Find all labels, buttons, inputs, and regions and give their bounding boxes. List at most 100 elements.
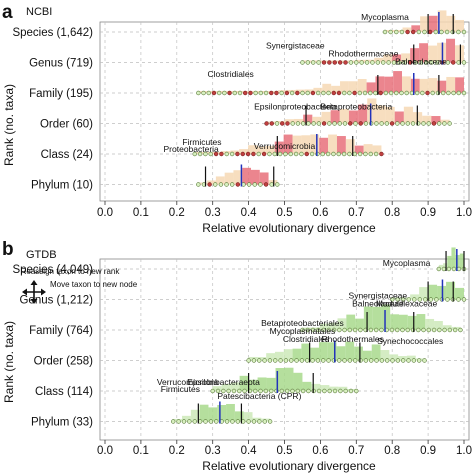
panel-a-taxon-point xyxy=(363,121,369,126)
panel-a-histogram-bar xyxy=(376,105,386,124)
panel-a-taxon-point xyxy=(347,151,352,157)
panel-a-taxon-point xyxy=(295,121,301,126)
panel-b-taxon-point xyxy=(358,358,363,363)
panel-b-taxon-point xyxy=(395,327,400,333)
panel-b-histogram-bar xyxy=(208,407,218,422)
panel-a-histogram-bar xyxy=(233,170,243,185)
panel-a-taxon-point xyxy=(267,151,272,157)
panel-b-taxon-point xyxy=(273,358,278,363)
panel-b-taxon-point xyxy=(257,358,262,363)
panel-a-histogram-bar xyxy=(301,135,311,154)
panel-a-taxon-point xyxy=(421,121,426,126)
panel-b-histogram-bar xyxy=(182,415,191,422)
panel-a-taxon-point xyxy=(274,121,280,126)
panel-b-taxon-point xyxy=(343,388,348,394)
panel-b-histogram-bar xyxy=(252,417,262,422)
panel-b-taxon-point xyxy=(210,388,215,394)
legend-move-label: Move taxon to new node xyxy=(50,280,138,289)
panel-a-taxon-point xyxy=(422,29,427,35)
panel-a-histogram-bar xyxy=(215,176,225,185)
panel-b-rank-label: Species (4,049) xyxy=(12,264,93,276)
panel-a-rank-label: Family (195) xyxy=(29,88,93,100)
panel-b-histogram-bar xyxy=(221,383,231,391)
panel-b-taxon-point xyxy=(242,388,247,394)
panel-a-taxon-point xyxy=(434,60,440,65)
panel-b-taxon-point xyxy=(445,297,450,302)
panel-b-rank-label: Phylum (33) xyxy=(31,417,93,429)
panel-b-taxon-point xyxy=(316,388,322,394)
panel-b-plot: 0.0 0.1 0.2 0.3 0.4 0.5 0.6 0.7 0.8 0.9 1.0 Species… xyxy=(12,247,472,457)
panel-b-taxon-point xyxy=(446,266,452,272)
panel-a-annotation: Balneolaceae xyxy=(395,57,447,67)
panel-b-histogram-bar xyxy=(318,342,328,361)
panel-a-x-tick-label: 0.3 xyxy=(205,207,221,219)
panel-b-taxon-point xyxy=(221,388,226,394)
panel-b-taxon-point xyxy=(423,297,428,302)
panel-a-taxon-point xyxy=(197,151,203,157)
panel-b-taxon-point xyxy=(258,388,263,394)
panel-a-taxon-point xyxy=(248,90,253,96)
panel-b-histogram-bar xyxy=(239,375,249,391)
panel-a-x-tick-label: 0.4 xyxy=(241,207,258,219)
panel-a-taxon-point xyxy=(446,90,451,96)
panel-a-taxon-point xyxy=(332,60,337,65)
panel-b-taxon-point xyxy=(299,358,305,363)
panel-a-taxon-point xyxy=(285,121,290,126)
panel-b-histogram-bar xyxy=(419,287,429,300)
panel-b-histogram-bar xyxy=(398,356,407,361)
panel-a-taxon-point xyxy=(388,90,394,96)
panel-a-taxon-point xyxy=(426,121,431,126)
panel-b-histogram-bar xyxy=(284,367,294,391)
panel-b-taxon-point xyxy=(305,327,310,333)
panel-a-taxon-point xyxy=(206,90,211,96)
panel-b-annotation: Synechococcales xyxy=(377,336,443,346)
panel-a-taxon-point xyxy=(290,121,295,126)
panel-a-histogram-bar xyxy=(310,134,320,154)
panel-b-taxon-point xyxy=(368,327,374,333)
panel-a-histogram-bar xyxy=(319,137,329,154)
panel-b-taxon-point xyxy=(447,327,453,333)
panel-a-taxon-point xyxy=(342,121,348,126)
panel-b-taxon-point xyxy=(401,297,406,302)
panel-a-taxon-point xyxy=(316,121,322,126)
panel-b-taxon-point xyxy=(305,358,310,363)
panel-b-histogram-bar xyxy=(283,349,293,361)
panel-a-histogram-bar xyxy=(265,145,275,154)
panel-a-taxon-point xyxy=(331,151,336,157)
panel-a-annotation: Epsilonproteobacteria xyxy=(254,102,336,112)
panel-a-histogram-bar xyxy=(411,25,421,32)
panel-b-taxon-point xyxy=(406,297,411,302)
panel-a-rank-label: Class (24) xyxy=(41,149,94,161)
panel-a-taxon-point xyxy=(425,90,430,96)
panel-b-x-tick-label: 0.0 xyxy=(97,445,113,457)
panel-b-taxon-point xyxy=(405,327,410,333)
panel-b-taxon-point xyxy=(390,358,395,363)
panel-a-taxon-point xyxy=(224,182,229,187)
panel-a-taxon-point xyxy=(359,60,364,65)
panel-a-x-tick-label: 0.5 xyxy=(277,207,293,219)
panel-a-taxon-point xyxy=(373,151,379,157)
panel-a-taxon-point xyxy=(305,60,311,65)
panel-a-annotation: Mycoplasma xyxy=(361,12,409,22)
panel-a-taxon-point xyxy=(368,151,373,157)
panel-b-taxon-point xyxy=(279,388,285,394)
panel-b-histogram-bar xyxy=(355,318,364,330)
panel-b-taxon-point xyxy=(417,297,423,302)
panel-b-taxon-point xyxy=(389,327,395,333)
panel-b-x-tick-label: 0.6 xyxy=(312,445,328,457)
panel-b-x-tick-label: 0.7 xyxy=(348,445,364,457)
panel-b-taxon-point xyxy=(224,419,230,424)
panel-b-taxon-point xyxy=(347,358,353,363)
panel-a-histogram-bar xyxy=(294,118,304,124)
panel-a-taxon-point xyxy=(315,90,321,96)
panel-b-histogram-bar xyxy=(301,343,311,361)
panel-a-histogram-bar xyxy=(383,54,393,63)
panel-a-histogram-bar xyxy=(455,77,464,93)
panel-a-taxon-point xyxy=(461,90,467,96)
panel-a-taxon-point xyxy=(232,90,238,96)
panel-b-taxon-point xyxy=(257,419,262,424)
panel-a-taxon-point xyxy=(325,151,331,157)
panel-b-taxon-point xyxy=(379,358,385,363)
panel-a-annotation: Verrucomicrobia xyxy=(254,141,316,151)
panel-a-taxon-point xyxy=(258,182,263,187)
